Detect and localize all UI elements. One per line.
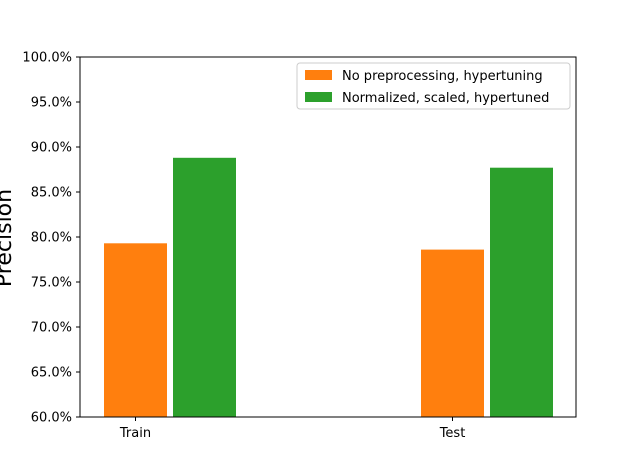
x-tick-label: Train xyxy=(119,426,151,441)
legend-swatch-1 xyxy=(305,70,332,80)
bar-train-series-2 xyxy=(173,157,236,418)
legend-swatch-2 xyxy=(305,92,332,102)
y-tick-label: 65.0% xyxy=(31,366,72,381)
bar-test-series-1 xyxy=(421,249,484,417)
y-tick-label: 100.0% xyxy=(22,51,72,66)
legend: No preprocessing, hypertuning Normalized,… xyxy=(296,62,571,110)
y-tick-label: 60.0% xyxy=(31,411,72,426)
y-axis-title: Precision xyxy=(0,189,17,287)
y-tick-label: 80.0% xyxy=(31,231,72,246)
bar-test-series-2 xyxy=(490,167,553,417)
x-tick-label: Test xyxy=(439,426,466,441)
bar-train-series-1 xyxy=(104,243,167,417)
y-tick-label: 85.0% xyxy=(31,186,72,201)
legend-label-2: Normalized, scaled, hypertuned xyxy=(342,91,549,106)
plot-frame xyxy=(79,56,577,418)
y-tick-label: 95.0% xyxy=(31,96,72,111)
legend-label-1: No preprocessing, hypertuning xyxy=(342,69,543,84)
plot-area: Train Test 60.0% 65.0% 70.0% 75.0% 80.0% 85.0% 9… xyxy=(22,51,577,441)
y-tick-label: 70.0% xyxy=(31,321,72,336)
legend-box xyxy=(296,62,571,110)
y-tick-label: 90.0% xyxy=(31,141,72,156)
y-tick-label: 75.0% xyxy=(31,276,72,291)
